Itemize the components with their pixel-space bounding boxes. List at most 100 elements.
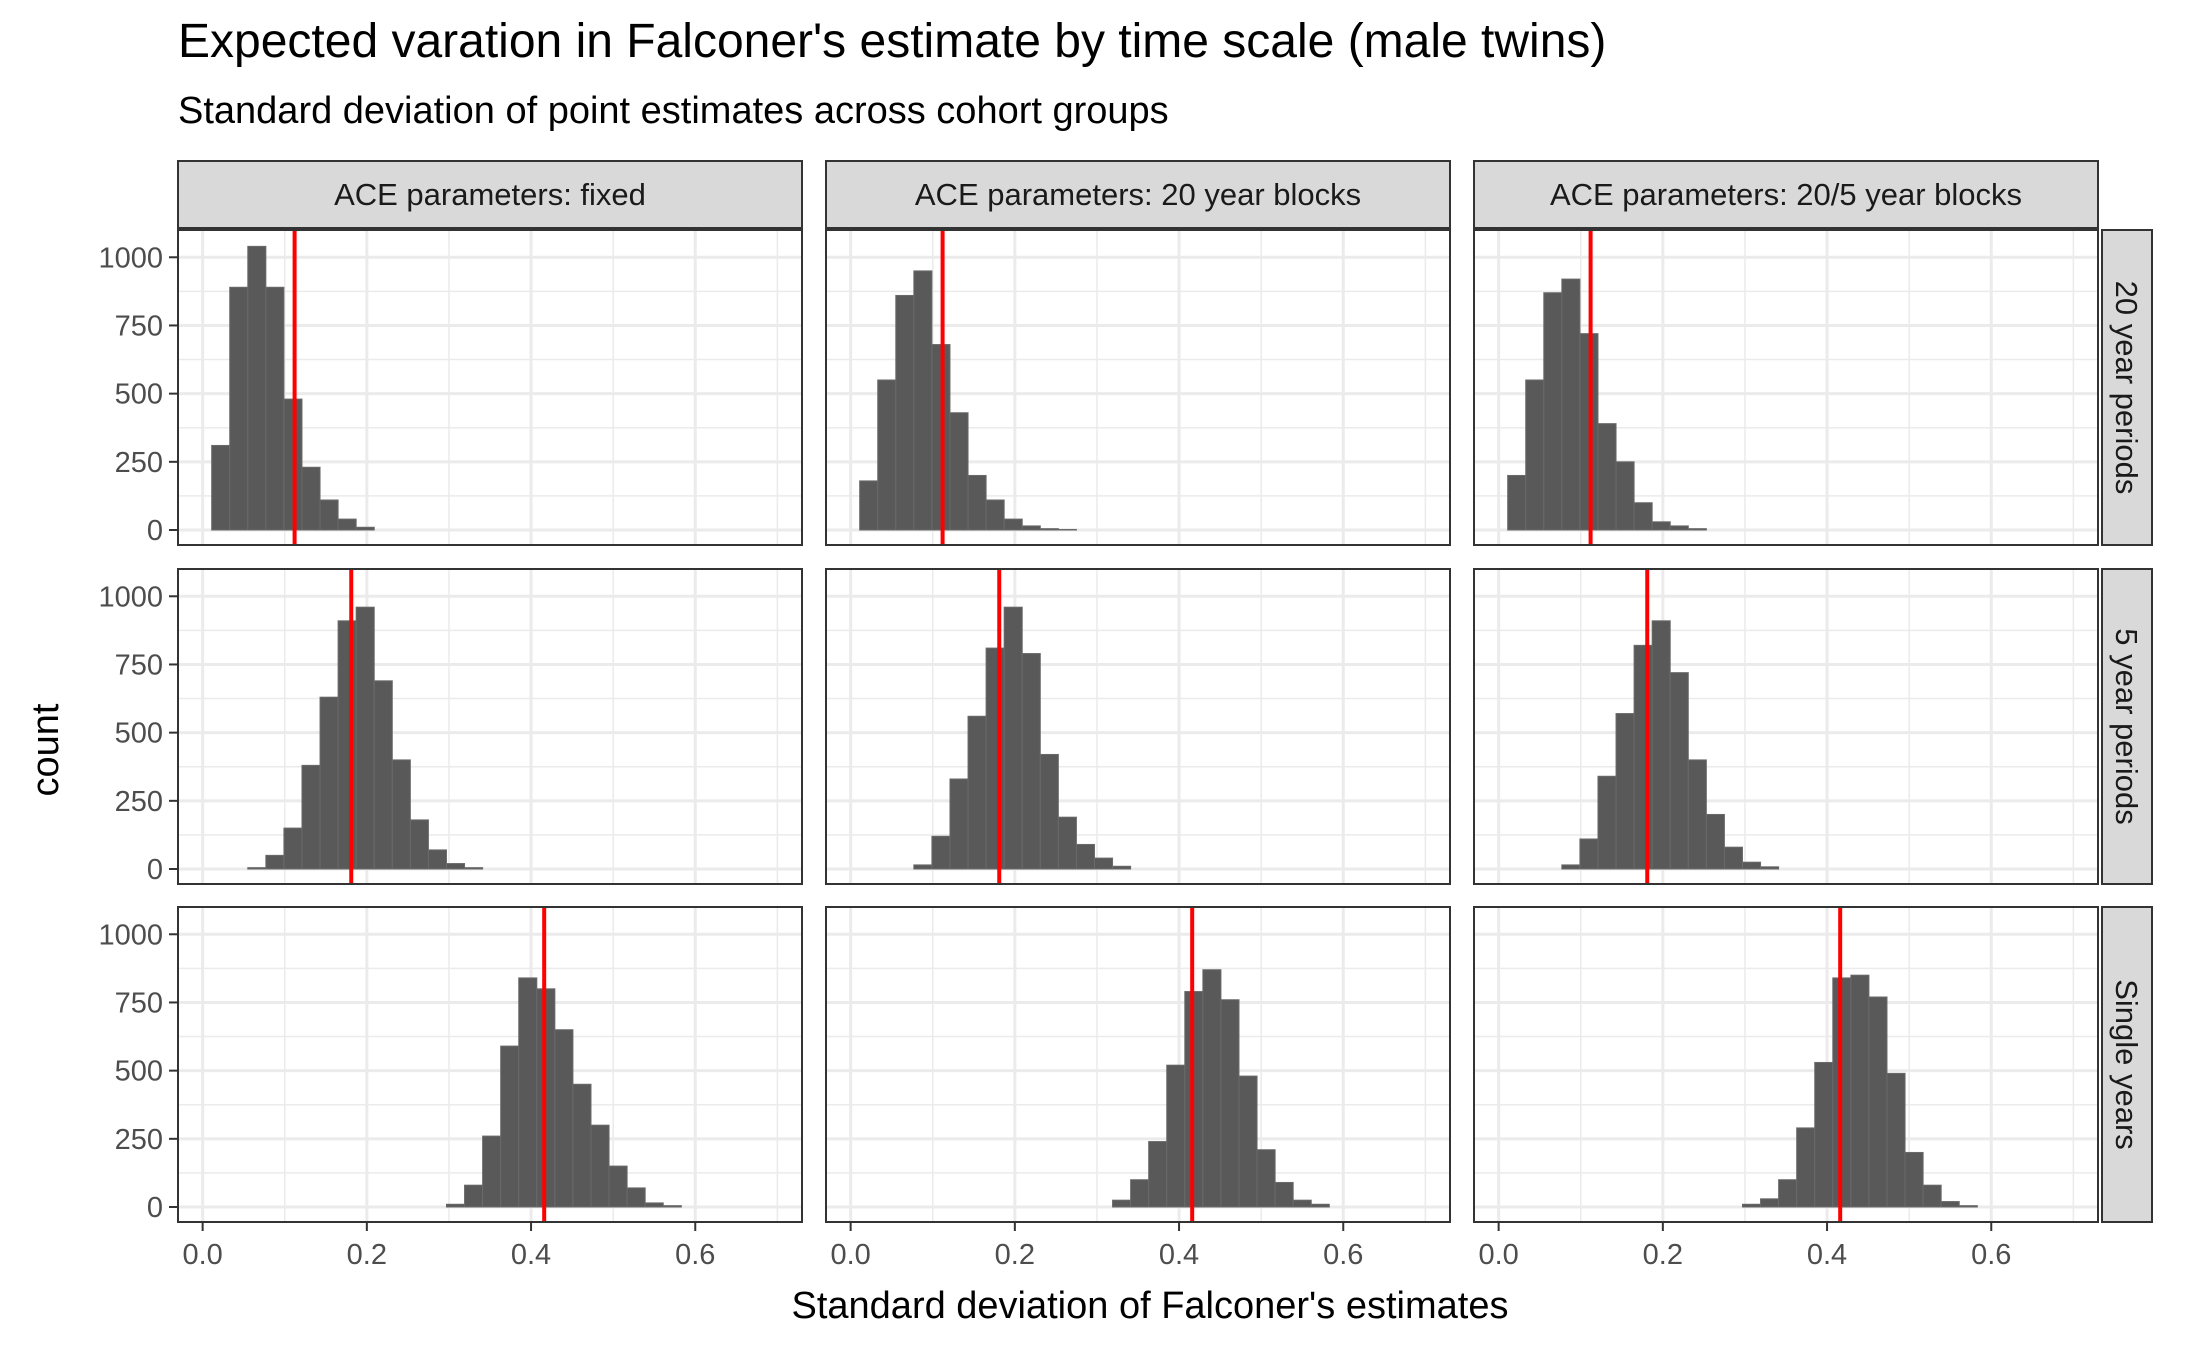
row-strip <box>2101 906 2153 1223</box>
x-tick-label: 0.4 <box>1159 1239 1199 1271</box>
column-strip <box>177 160 803 229</box>
chart-title: Expected varation in Falconer's estimate… <box>178 15 1607 68</box>
histogram-bar <box>1093 857 1114 870</box>
histogram-bar <box>1922 1184 1942 1208</box>
histogram-bar <box>1057 816 1077 870</box>
panel <box>825 906 1451 1223</box>
histogram-bar <box>445 1203 466 1208</box>
histogram-bar <box>1850 974 1870 1208</box>
histogram-bar <box>1292 1199 1312 1208</box>
histogram-bar <box>608 1165 628 1208</box>
histogram-bar <box>464 867 484 870</box>
panel-background <box>826 907 1450 1222</box>
histogram-bar <box>1958 1205 1978 1208</box>
histogram-bar <box>355 526 375 531</box>
histogram-bar <box>247 867 267 870</box>
panel-border <box>177 568 803 885</box>
panel <box>825 568 1451 885</box>
row-strip <box>2101 568 2153 885</box>
histogram-bar <box>859 480 879 531</box>
panel-background <box>826 569 1450 884</box>
y-tick-label: 0 <box>147 1192 163 1224</box>
histogram-bar <box>355 606 375 870</box>
y-tick-label: 750 <box>115 310 163 342</box>
histogram-bar <box>283 827 303 870</box>
x-tick-label: 0.2 <box>995 1239 1035 1271</box>
panel <box>177 906 803 1223</box>
histogram-bar <box>409 819 429 870</box>
histogram-bar <box>482 1135 502 1208</box>
y-tick-label: 1000 <box>98 242 163 274</box>
panel-border <box>177 906 803 1223</box>
histogram-bar <box>265 286 285 531</box>
histogram-bar <box>572 1083 592 1208</box>
histogram-bar <box>391 759 411 870</box>
x-tick-label: 0.0 <box>1478 1239 1518 1271</box>
panel-border <box>825 229 1451 546</box>
row-strip <box>2101 229 2153 546</box>
panel-background <box>178 569 802 884</box>
histogram-bar <box>445 863 466 870</box>
y-tick-label: 0 <box>147 515 163 547</box>
histogram-bar <box>301 466 321 531</box>
histogram-bar <box>1814 1061 1834 1208</box>
histogram-bar <box>967 715 987 870</box>
x-tick-label: 0.6 <box>675 1239 715 1271</box>
histogram-bar <box>1651 620 1671 870</box>
histogram-bar <box>1940 1201 1960 1208</box>
panel-border <box>177 229 803 546</box>
histogram-bar <box>931 835 951 870</box>
x-tick-label: 0.0 <box>182 1239 222 1271</box>
histogram-bar <box>464 1184 484 1208</box>
histogram-bar <box>319 696 339 870</box>
panel-background <box>1474 907 2098 1222</box>
histogram-bar <box>229 286 249 531</box>
histogram-bar <box>1166 1064 1186 1208</box>
panel-border <box>1473 229 2099 546</box>
y-tick-label: 750 <box>115 987 163 1019</box>
panel-border <box>1473 906 2099 1223</box>
y-tick-label: 1000 <box>98 919 163 951</box>
histogram-bar <box>211 444 231 531</box>
panel <box>177 229 803 546</box>
histogram-bar <box>967 474 987 531</box>
histogram-bar <box>1561 278 1581 531</box>
histogram-bar <box>949 778 969 870</box>
histogram-bar <box>626 1187 646 1208</box>
histogram-bar <box>1687 528 1707 531</box>
histogram-bar <box>1003 518 1023 531</box>
histogram-bar <box>1615 461 1635 531</box>
histogram-bar <box>1039 528 1059 531</box>
x-tick-label: 0.4 <box>511 1239 551 1271</box>
histogram-bar <box>1238 1075 1258 1208</box>
histogram-bar <box>1669 525 1689 531</box>
histogram-bar <box>644 1202 664 1208</box>
histogram-bar <box>1615 713 1635 870</box>
y-tick-label: 500 <box>115 1056 163 1088</box>
panel-border <box>1473 568 2099 885</box>
panel-border <box>825 906 1451 1223</box>
histogram-bar <box>1868 996 1888 1208</box>
histogram-bar <box>1796 1127 1816 1208</box>
y-axis-title: count <box>25 703 67 796</box>
y-tick-label: 500 <box>115 718 163 750</box>
histogram-bar <box>949 412 969 531</box>
histogram-bar <box>1760 866 1780 870</box>
histogram-bar <box>1130 1179 1150 1208</box>
histogram-bar <box>1633 502 1653 531</box>
histogram-bar <box>662 1205 682 1208</box>
histogram-bar <box>1543 292 1563 531</box>
histogram-bar <box>319 499 339 531</box>
histogram-bar <box>1202 969 1222 1208</box>
histogram-bar <box>1687 759 1707 870</box>
histogram-bar <box>985 499 1005 531</box>
histogram-bar <box>1904 1151 1924 1208</box>
histogram-bar <box>1039 753 1059 870</box>
row-strip-label: Single years <box>2109 979 2144 1150</box>
histogram-bar <box>1021 653 1041 870</box>
histogram-bar <box>1579 838 1599 870</box>
histogram-bar <box>301 764 321 870</box>
histogram-bar <box>913 864 933 870</box>
x-tick-label: 0.4 <box>1807 1239 1847 1271</box>
